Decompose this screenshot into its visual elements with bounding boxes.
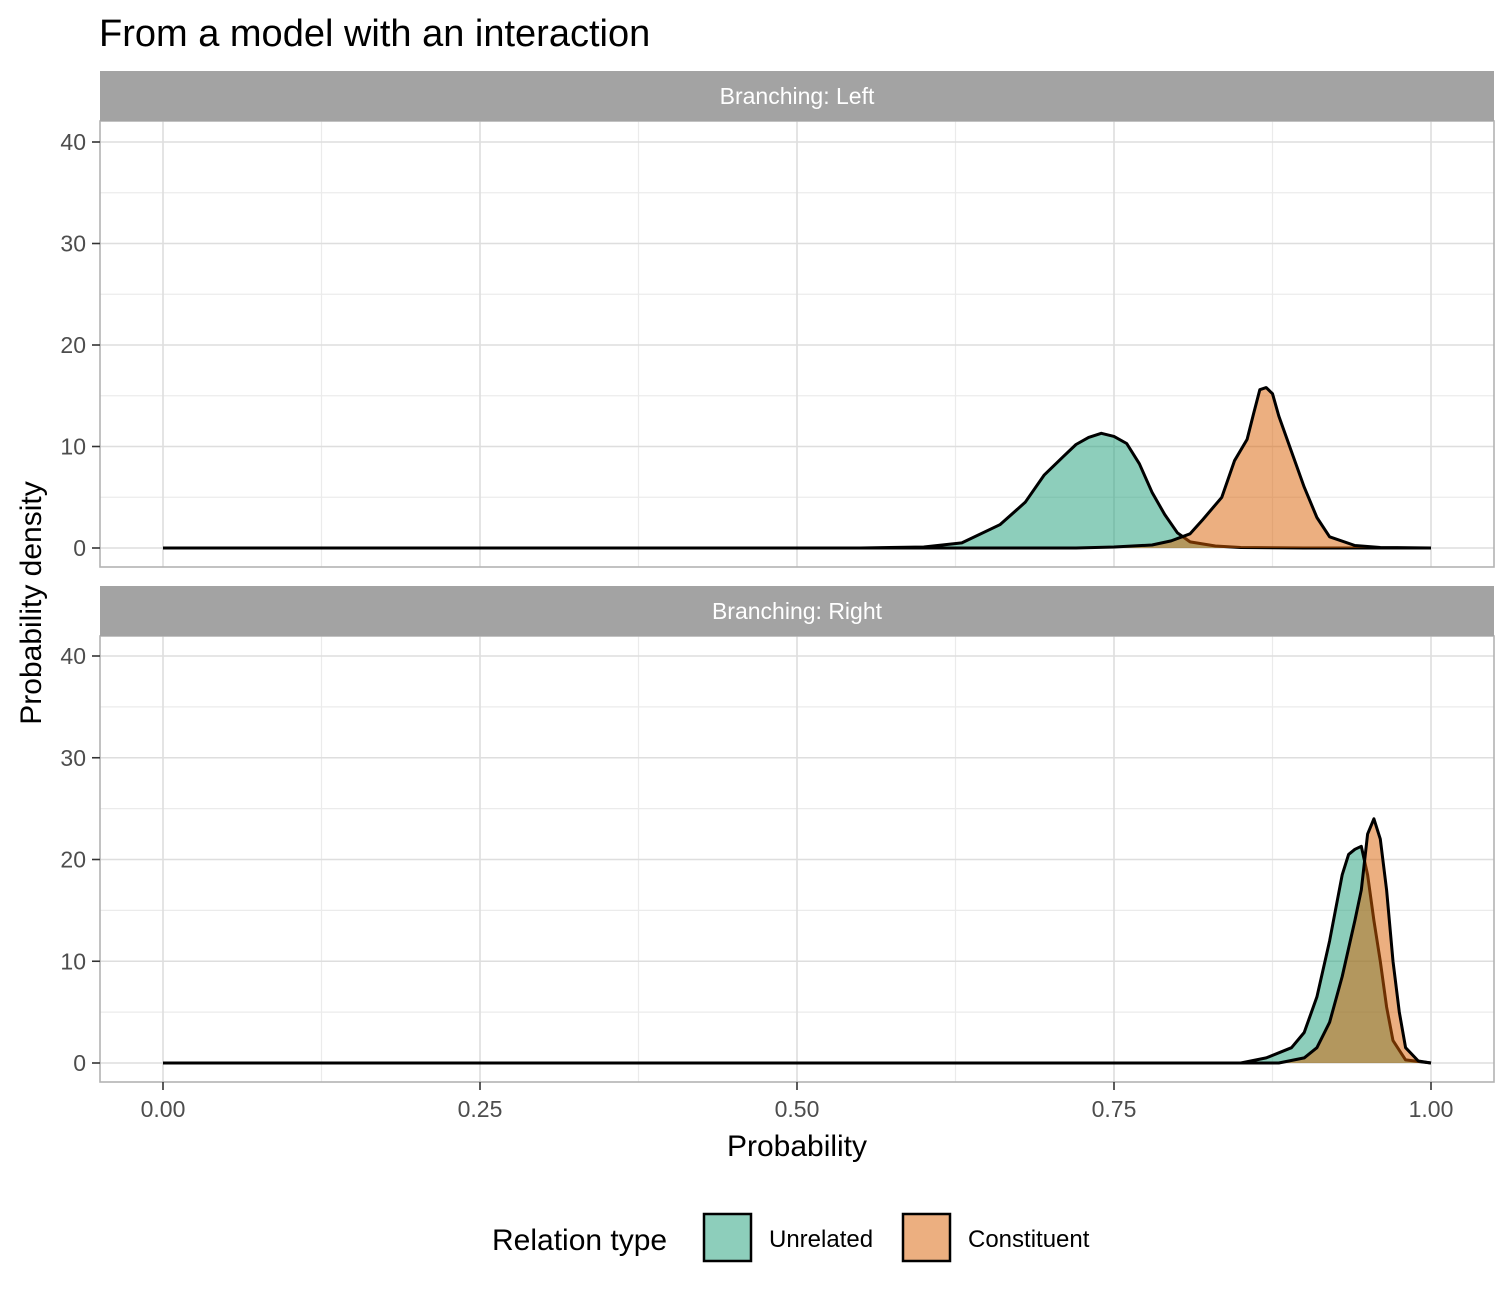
y-tick-label: 40: [60, 643, 86, 669]
y-tick-label: 30: [60, 231, 86, 257]
facet-strip: [100, 71, 1494, 121]
legend-key-unrelated: [702, 1212, 753, 1263]
y-tick-label: 10: [60, 434, 86, 460]
y-tick-label: 0: [73, 535, 86, 561]
y-tick-label: 10: [60, 948, 86, 974]
x-tick-label: 0.50: [775, 1096, 820, 1122]
y-tick-label: 20: [60, 847, 86, 873]
legend-label-unrelated: Unrelated: [769, 1226, 873, 1253]
y-tick-label: 40: [60, 129, 86, 155]
density-line-constituent: [163, 386, 1432, 550]
legend-label-constituent: Constituent: [968, 1226, 1090, 1253]
x-axis-label: Probability: [727, 1130, 867, 1163]
legend: Relation type Unrelated Constituent: [492, 1212, 1090, 1263]
density-area-unrelated: [163, 433, 1431, 548]
x-tick-label: 0.75: [1092, 1096, 1137, 1122]
y-tick-label: 0: [73, 1050, 86, 1076]
x-tick-label: 0.00: [141, 1096, 186, 1122]
density-line-constituent: [163, 817, 1432, 1065]
facet-panel: Branching: Right 0 10 20 30 40 0.00 0.25 0.50 0.7…: [60, 586, 1495, 1122]
facet-strip-label: Branching: Left: [720, 83, 875, 109]
density-area-unrelated: [163, 846, 1431, 1063]
y-tick-label: 20: [60, 332, 86, 358]
y-axis-label: Probability density: [15, 481, 48, 724]
chart-title: From a model with an interaction: [99, 13, 650, 55]
facet-panel: Branching: Left 0 10 20 30 40: [60, 71, 1495, 568]
legend-title: Relation type: [492, 1224, 667, 1257]
facet-strip-label: Branching: Right: [712, 598, 883, 624]
x-tick-label: 0.25: [458, 1096, 503, 1122]
facet-strip: [100, 586, 1494, 636]
x-tick-label: 1.00: [1409, 1096, 1454, 1122]
y-tick-label: 30: [60, 745, 86, 771]
legend-key-constituent: [901, 1212, 952, 1263]
density-area-constituent: [163, 387, 1431, 548]
